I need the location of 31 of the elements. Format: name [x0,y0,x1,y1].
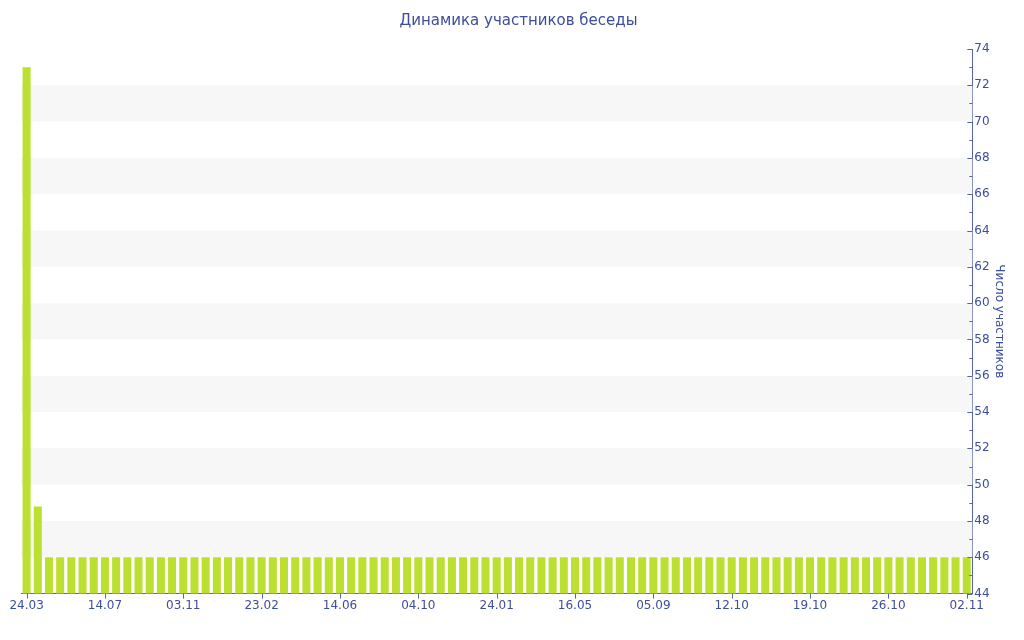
x-tick-label: 16.05 [557,597,593,612]
x-tick-label: 19.10 [792,597,828,612]
y-tick-label: 66 [974,186,990,201]
y-tick-label: 44 [974,585,990,600]
x-tick-label: 14.07 [87,597,123,612]
x-tick-label: 24.01 [479,597,514,612]
x-tick-label: 14.06 [322,597,358,612]
y-tick-label: 52 [974,440,990,455]
x-tick-label: 02.11 [949,597,984,612]
y-tick-label: 48 [974,513,990,528]
y-tick-label: 68 [974,150,990,165]
y-tick-label: 58 [974,331,990,346]
y-tick-label: 64 [974,222,990,237]
y-axis-title: Число участников [992,264,1007,379]
y-tick-label: 46 [974,549,990,564]
x-tick-label: 03.11 [166,597,201,612]
y-tick-label: 62 [974,258,990,273]
x-tick-label: 24.03 [9,597,44,612]
y-tick-label: 72 [974,77,990,92]
x-tick-label: 23.02 [244,597,279,612]
y-tick-label: 74 [974,41,990,56]
y-tick-label: 50 [974,476,990,491]
y-tick-label: 54 [974,404,990,419]
x-tick-label: 12.10 [714,597,749,612]
y-tick-label: 70 [974,113,990,128]
x-tick-label: 26.10 [871,597,906,612]
y-tick-label: 60 [974,295,990,310]
chart-title: Динамика участников беседы [399,10,638,29]
x-tick-label: 05.09 [636,597,671,612]
y-tick-label: 56 [974,367,990,382]
x-tick-label: 04.10 [401,597,436,612]
